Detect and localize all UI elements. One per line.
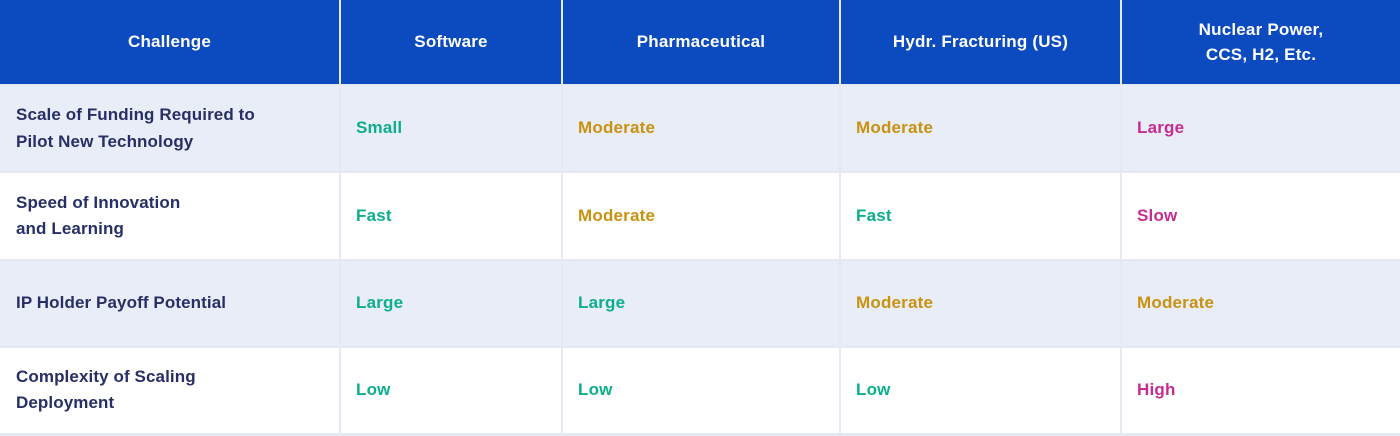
rating-speed-hydr-fracturing: Fast — [841, 173, 1120, 259]
rating-complexity-nuclear-power: High — [1122, 347, 1400, 433]
rating-speed-pharmaceutical: Moderate — [563, 173, 839, 259]
rating-speed-nuclear-power: Slow — [1122, 173, 1400, 259]
row-label-ip-holder-payoff: IP Holder Payoff Potential — [0, 260, 339, 346]
row-label-complexity-of-scaling: Complexity of Scaling Deployment — [0, 347, 339, 433]
rating-payoff-hydr-fracturing: Moderate — [841, 260, 1120, 346]
rating-speed-software: Fast — [341, 173, 561, 259]
rating-payoff-software: Large — [341, 260, 561, 346]
rating-payoff-pharmaceutical: Large — [563, 260, 839, 346]
rating-complexity-software: Low — [341, 347, 561, 433]
rating-complexity-hydr-fracturing: Low — [841, 347, 1120, 433]
rating-funding-software: Small — [341, 86, 561, 172]
column-header-software: Software — [341, 0, 561, 84]
rating-complexity-pharmaceutical: Low — [563, 347, 839, 433]
column-header-hydr-fracturing: Hydr. Fracturing (US) — [841, 0, 1120, 84]
rating-funding-pharmaceutical: Moderate — [563, 86, 839, 172]
column-header-pharmaceutical: Pharmaceutical — [563, 0, 839, 84]
rating-funding-nuclear-power: Large — [1122, 86, 1400, 172]
row-label-scale-of-funding: Scale of Funding Required to Pilot New T… — [0, 86, 339, 172]
row-label-speed-of-innovation: Speed of Innovation and Learning — [0, 173, 339, 259]
column-header-challenge: Challenge — [0, 0, 339, 84]
rating-funding-hydr-fracturing: Moderate — [841, 86, 1120, 172]
rating-payoff-nuclear-power: Moderate — [1122, 260, 1400, 346]
column-header-nuclear-power: Nuclear Power, CCS, H2, Etc. — [1122, 0, 1400, 84]
